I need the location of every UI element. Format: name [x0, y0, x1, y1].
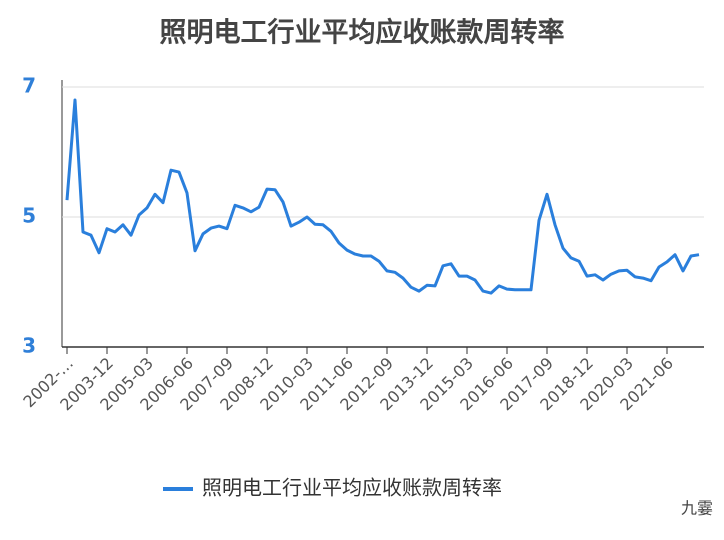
legend-label: 照明电工行业平均应收账款周转率 [202, 476, 502, 500]
y-tick-label: 3 [22, 334, 36, 358]
y-tick-label: 5 [22, 204, 36, 228]
y-tick-label: 7 [22, 74, 36, 98]
chart-title: 照明电工行业平均应收账款周转率 [160, 17, 565, 49]
watermark: 九霎 [681, 499, 713, 518]
line-series [65, 98, 700, 295]
